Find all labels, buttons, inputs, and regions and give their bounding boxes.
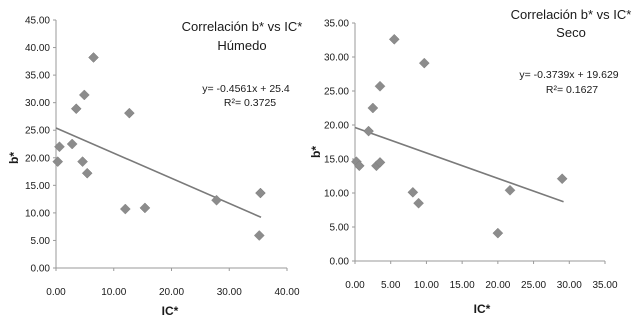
chart1-y-tick-label: 35.00 xyxy=(25,71,50,82)
chart1-data-point xyxy=(255,188,265,198)
chart2-equation: y= -0.3739x + 19.629 xyxy=(519,69,618,81)
chart1-y-tick-label: 20.00 xyxy=(25,153,50,164)
chart2-y-tick-label: 35.00 xyxy=(324,19,349,30)
chart2-xlabel: IC* xyxy=(474,302,491,316)
chart1-x-tick-label: 0.00 xyxy=(46,287,66,298)
chart1-x-tick-label: 10.00 xyxy=(101,287,126,298)
chart2-x-tick-label: 15.00 xyxy=(450,280,475,291)
chart1-title: Correlación b* vs IC* xyxy=(182,19,303,34)
chart1-y-tick-label: 30.00 xyxy=(25,98,50,109)
chart1-y-tick-label: 15.00 xyxy=(25,181,50,192)
chart2-y-tick-label: 15.00 xyxy=(324,155,349,166)
chart1-r2: R²= 0.3725 xyxy=(224,97,276,109)
chart2-x-tick-label: 0.00 xyxy=(345,280,365,291)
chart1-data-point xyxy=(82,168,92,178)
chart1-data-point xyxy=(254,230,264,240)
chart1-x-tick-label: 40.00 xyxy=(274,287,299,298)
chart2-x-tick-label: 35.00 xyxy=(592,280,617,291)
chart1-y-tick-label: 25.00 xyxy=(25,126,50,137)
chart1-ylabel: b* xyxy=(7,152,21,164)
chart2-data-point xyxy=(368,103,378,113)
chart2-data-point xyxy=(364,126,374,136)
chart2-y-tick-label: 30.00 xyxy=(324,53,349,64)
chart2-data-point xyxy=(557,174,567,184)
chart2-y-tick-label: 25.00 xyxy=(324,87,349,98)
chart1-data-point xyxy=(67,139,77,149)
chart1-y-tick-label: 10.00 xyxy=(25,208,50,219)
chart2-y-tick-label: 20.00 xyxy=(324,121,349,132)
chart2-data-point xyxy=(414,198,424,208)
chart1-data-point xyxy=(120,204,130,214)
chart1-data-point xyxy=(140,203,150,213)
chart2-x-tick-label: 25.00 xyxy=(521,280,546,291)
chart1-subtitle: Húmedo xyxy=(217,38,266,53)
chart2-y-tick-label: 0.00 xyxy=(330,257,350,268)
chart2-x-tick-label: 30.00 xyxy=(557,280,582,291)
chart1-x-tick-label: 20.00 xyxy=(159,287,184,298)
chart2-x-tick-label: 5.00 xyxy=(381,280,401,291)
chart2-y-tick-label: 10.00 xyxy=(324,189,349,200)
chart1-data-point xyxy=(71,104,81,114)
chart2-ylabel: b* xyxy=(309,146,323,158)
chart1-data-point xyxy=(124,108,134,118)
chart1-xlabel: IC* xyxy=(162,304,179,318)
chart2-x-tick-label: 20.00 xyxy=(485,280,510,291)
chart1-plot: 0.00 5.00 10.00 15.00 20.00 25.00 30.00 35.00 40… xyxy=(25,16,300,299)
chart2-data-point xyxy=(419,58,429,68)
chart2-plot: 0.00 5.00 10.00 15.00 20.00 25.00 30.00 35.00 0.… xyxy=(324,19,618,292)
chart1-y-tick-label: 0.00 xyxy=(31,264,51,275)
chart1-y-tick-label: 40.00 xyxy=(25,43,50,54)
chart2-data-point xyxy=(408,187,418,197)
chart2-data-point xyxy=(493,228,503,238)
chart1-data-point xyxy=(89,52,99,62)
chart2-trendline xyxy=(355,128,564,202)
chart2-r2: R²= 0.1627 xyxy=(546,84,598,96)
chart2-data-point xyxy=(375,81,385,91)
chart2-data-point xyxy=(389,34,399,44)
chart1-x-tick-label: 30.00 xyxy=(217,287,242,298)
chart2-data-point xyxy=(505,185,515,195)
chart1-y-tick-label: 5.00 xyxy=(31,236,51,247)
chart2-x-tick-label: 10.00 xyxy=(414,280,439,291)
chart1-data-point xyxy=(79,90,89,100)
chart2-title: Correlación b* vs IC* xyxy=(511,7,632,22)
chart1-data-point xyxy=(78,157,88,167)
chart2-subtitle: Seco xyxy=(556,25,586,40)
chart1-equation: y= -0.4561x + 25.4 xyxy=(202,83,290,95)
chart1-y-tick-label: 45.00 xyxy=(25,16,50,27)
chart2-y-tick-label: 5.00 xyxy=(330,223,350,234)
